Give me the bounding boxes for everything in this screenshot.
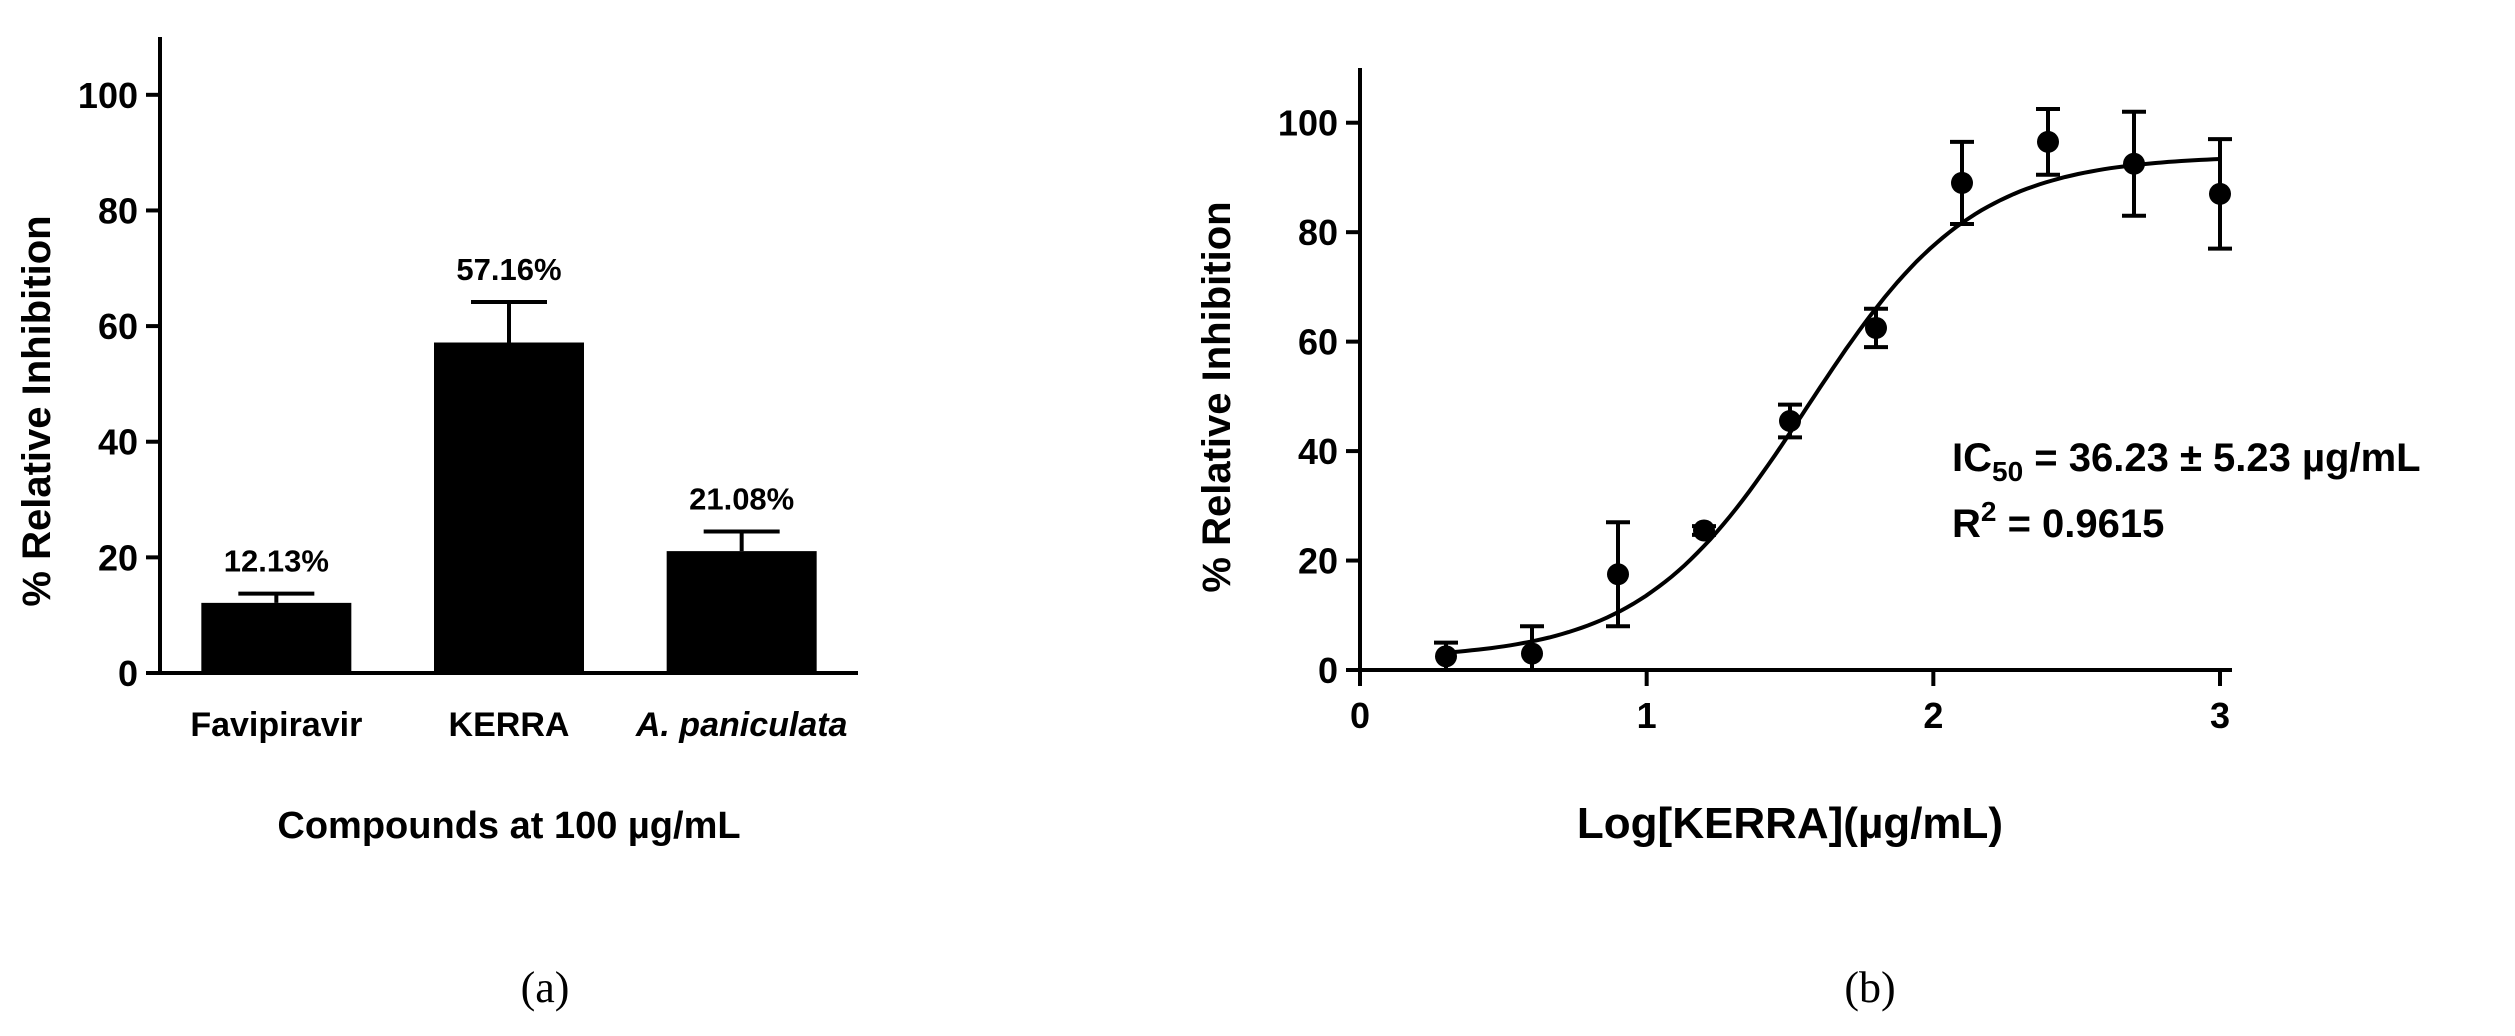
bar-chart-y-tick-label: 100 [78,75,138,116]
dose-response-panel: % Relative Inhibition Log[KERRA](µg/mL) … [1195,68,2421,1012]
r-squared-annotation: R2 = 0.9615 [1952,496,2164,546]
bar-chart-labels: 12.13% Favipiravir 57.16% KERRA 21.08% A. pan… [190,252,847,744]
dose-response-x-tick-label: 0 [1350,695,1370,736]
dose-response-y-tick-label: 60 [1298,322,1338,363]
data-point [2209,182,2231,205]
data-point [1951,171,1973,194]
data-point [1779,409,1801,432]
bar-category-label: Favipiravir [190,706,362,744]
dose-response-x-tick-label: 2 [1923,695,1943,736]
bar-chart-y-tick-label: 20 [98,537,138,578]
bar [434,342,584,673]
bar-chart-panel: % Relative Inhibition Compounds at 100 µ… [15,37,858,1012]
data-point [2037,130,2059,153]
dose-response-y-tick-label: 40 [1298,431,1338,472]
bar-chart-y-axis-label: % Relative Inhibition [15,215,59,606]
panel-label-a: (a) [521,963,570,1012]
r2-superscript: 2 [1981,496,1997,527]
dose-response-y-tick-label: 0 [1318,650,1338,691]
bar-chart-y-tick-label: 0 [118,653,138,694]
r2-prefix: R [1952,502,1981,546]
data-point [1435,645,1457,668]
bar-data-label: 57.16% [456,252,561,287]
bar-category-label: A. paniculata [635,706,848,744]
bar-data-label: 12.13% [224,544,329,579]
ic50-prefix: IC [1952,436,1992,480]
bar-chart-x-axis-label: Compounds at 100 µg/mL [277,805,740,847]
data-point [1607,563,1629,586]
ic50-value: = 36.23 ± 5.23 µg/mL [2023,436,2420,480]
bar-chart-y-tick-label: 80 [98,190,138,231]
r2-value: = 0.9615 [1996,502,2164,546]
bar [201,602,352,673]
bar [666,551,817,673]
dose-response-x-tick-label: 1 [1637,695,1657,736]
data-point [2123,152,2145,175]
fitted-curve [1445,157,2221,655]
bar-chart-bars [201,300,817,673]
bar-category-label: KERRA [449,706,570,744]
dose-response-y-tick-label: 20 [1298,541,1338,582]
ic50-subscript: 50 [1992,456,2023,487]
ic50-annotation: IC50 = 36.23 ± 5.23 µg/mL [1952,436,2421,487]
dose-response-x-tick-label: 3 [2210,695,2230,736]
data-point [1693,519,1715,542]
dose-response-points [1434,107,2232,672]
panel-label-b: (b) [1844,963,1895,1012]
dose-response-y-axis-label: % Relative Inhibition [1195,201,1239,592]
dose-response-y-tick-label: 100 [1278,103,1338,144]
data-point [1521,642,1543,665]
bar-chart-y-tick-label: 60 [98,306,138,347]
bar-data-label: 21.08% [689,481,794,516]
data-point [1865,316,1887,339]
dose-response-axes: 0 20 40 60 80 100 0 1 2 3 [1278,68,2232,736]
bar-chart-y-tick-label: 40 [98,422,138,463]
dose-response-x-axis-label: Log[KERRA](µg/mL) [1577,799,2003,848]
dose-response-y-tick-label: 80 [1298,212,1338,253]
